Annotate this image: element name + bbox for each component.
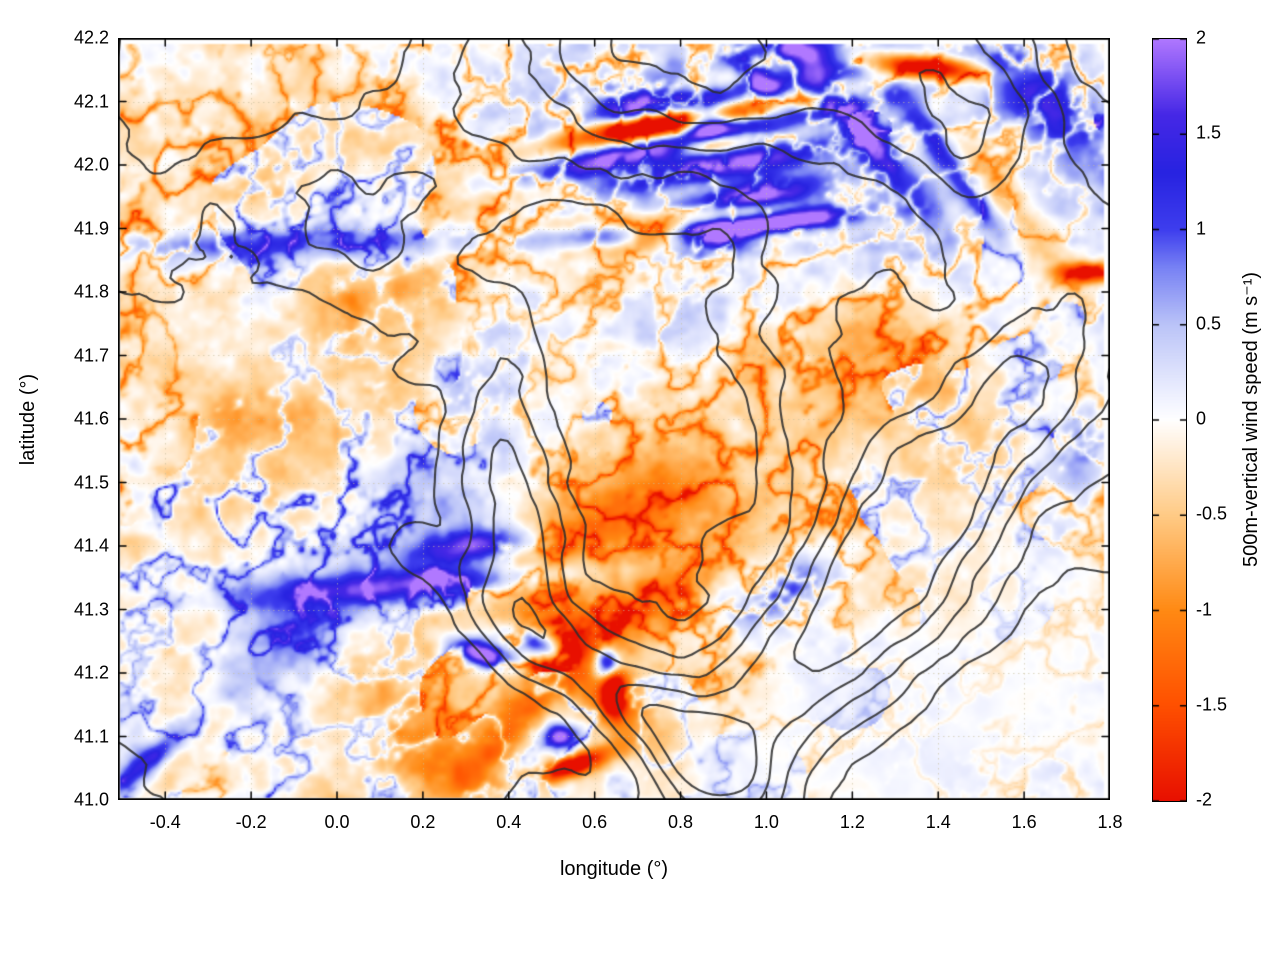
colorbar-tick-label: 2 [1196,27,1207,48]
colorbar-tick-label: 0 [1196,408,1207,429]
x-tick-label: 1.0 [753,812,779,832]
colorbar-tick-label: 1.5 [1196,122,1222,143]
y-tick-label: 41.2 [73,662,109,683]
x-tick-label: -0.2 [235,812,267,832]
colorbar-tick-label: -0.5 [1196,503,1228,524]
x-tick-label: 0.0 [324,812,350,832]
y-tick-label: 41.1 [73,726,109,746]
y-tick-label: 42.2 [73,27,109,48]
x-tick-label: 1.8 [1097,812,1123,832]
x-tick-label: 0.6 [582,812,608,832]
colorbar [1152,38,1187,802]
colorbar-tick-label: -1 [1196,599,1213,619]
colorbar-tick-label: -1.5 [1196,694,1228,715]
x-tick-label: 0.2 [410,812,436,832]
y-tick-label: 41.8 [73,281,109,302]
colorbar-label: 500m-vertical wind speed (m s⁻¹) [1226,38,1276,800]
colorbar-label-text: 500m-vertical wind speed (m s⁻¹) [1240,271,1263,567]
y-tick-label: 41.7 [73,345,109,365]
colorbar-tick-label: 0.5 [1196,313,1222,334]
x-tick-label: -0.4 [149,812,181,832]
y-axis-label: latitude (°) [6,38,52,800]
y-tick-label: 41.6 [73,408,109,429]
y-tick-label: 41.4 [73,535,109,556]
x-axis-label: longitude (°) [559,858,669,880]
colorbar-tick-label: 1 [1196,218,1207,238]
x-tick-label: 1.4 [925,812,951,832]
colorbar-gradient-canvas [1153,39,1186,801]
y-tick-label: 42.1 [73,91,109,111]
colorbar-tick-label: -2 [1196,789,1213,810]
x-tick-label: 1.2 [839,812,865,832]
x-tick-label: 0.4 [496,812,522,832]
y-tick-label: 41.9 [73,218,109,238]
x-tick-label: 0.8 [668,812,694,832]
y-tick-label: 41.3 [73,599,109,619]
y-tick-label: 41.5 [73,472,109,492]
contour-overlay-canvas [118,38,1110,800]
y-tick-label: 41.0 [73,789,109,810]
x-tick-label: 1.6 [1011,812,1037,832]
y-tick-label: 42.0 [73,154,109,175]
y-axis-label-text: latitude (°) [17,373,40,465]
plot-area [118,38,1110,800]
